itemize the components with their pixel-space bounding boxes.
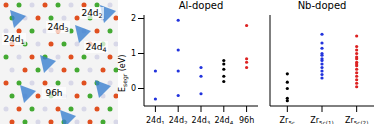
html-text:Al-doped: Al-doped	[178, 0, 224, 11]
svg-text:24d4: 24d4	[214, 116, 233, 124]
svg-text:24d1: 24d1	[146, 116, 165, 124]
html-text:(eV): (eV)	[117, 54, 127, 74]
svg-text:Zr5c(2): Zr5c(2)	[345, 116, 368, 124]
svg-text:24d2: 24d2	[169, 116, 188, 124]
svg-text:24d1: 24d1	[8, 34, 25, 45]
html-text:E: E	[117, 86, 127, 92]
svg-text:24d4: 24d4	[85, 42, 106, 53]
svg-text:96h: 96h	[239, 116, 254, 124]
html-text:Nb-doped: Nb-doped	[297, 0, 347, 11]
svg-text:Zr5c: Zr5c	[280, 116, 295, 124]
svg-text:24d3: 24d3	[47, 22, 68, 33]
html-text:segr: segr	[121, 73, 129, 87]
svg-text:0: 0	[131, 84, 136, 93]
svg-text:24d3: 24d3	[192, 116, 211, 124]
svg-text:24d2: 24d2	[81, 8, 102, 19]
svg-text:1: 1	[131, 49, 136, 58]
svg-text:2: 2	[131, 14, 136, 23]
svg-text:96h: 96h	[45, 88, 62, 98]
svg-text:Zr5c(1): Zr5c(1)	[310, 116, 333, 124]
